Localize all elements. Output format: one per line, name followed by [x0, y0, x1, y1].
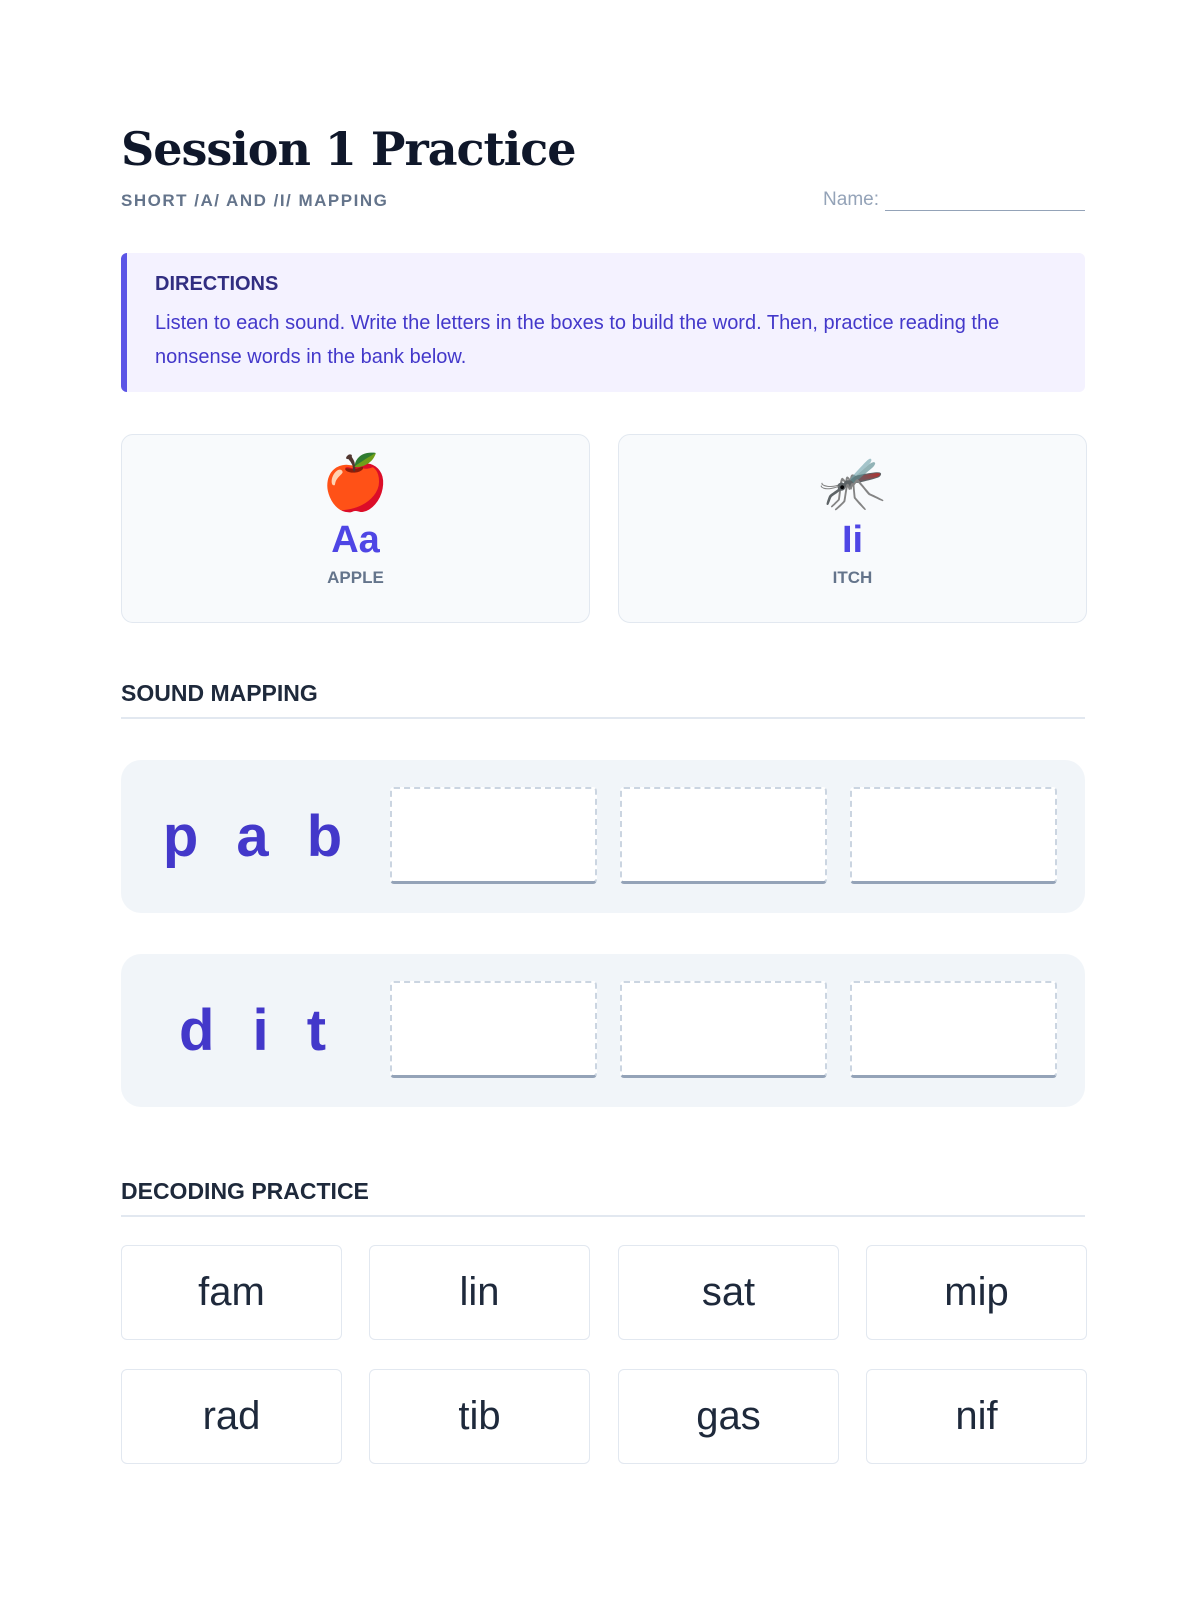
letter-box[interactable]: [850, 981, 1057, 1078]
directions-box: DIRECTIONS Listen to each sound. Write t…: [121, 253, 1085, 392]
word-tile: fam: [121, 1245, 342, 1340]
mapping-row: d i t: [121, 954, 1085, 1107]
word-tile: gas: [618, 1369, 839, 1464]
word-tile: tib: [369, 1369, 590, 1464]
letter-box[interactable]: [620, 787, 827, 884]
mosquito-icon: 🦟: [818, 453, 887, 513]
keyword: ITCH: [832, 568, 873, 587]
word-tile: rad: [121, 1369, 342, 1464]
letter-box[interactable]: [620, 981, 827, 1078]
letter-box[interactable]: [390, 787, 597, 884]
mapping-word: d i t: [178, 998, 333, 1063]
letter-box[interactable]: [390, 981, 597, 1078]
directions-text: Listen to each sound. Write the letters …: [155, 312, 1000, 368]
word-tile: lin: [369, 1245, 590, 1340]
page-title: Session 1 Practice: [121, 122, 577, 176]
page-subtitle: SHORT /A/ AND /I/ MAPPING: [121, 191, 389, 210]
directions-heading: DIRECTIONS: [155, 273, 279, 295]
name-field[interactable]: Name:: [823, 189, 1085, 211]
decoding-practice-heading: DECODING PRACTICE: [121, 1178, 1085, 1217]
apple-icon: 🍎: [321, 453, 390, 513]
letter-box[interactable]: [850, 787, 1057, 884]
mapping-word: p a b: [162, 804, 349, 869]
vowel-card-i: 🦟 Ii ITCH: [618, 434, 1087, 623]
sound-mapping-heading: SOUND MAPPING: [121, 680, 1085, 719]
word-tile: sat: [618, 1245, 839, 1340]
vowel-letter: Ii: [841, 519, 864, 561]
mapping-row: p a b: [121, 760, 1085, 913]
name-input-line[interactable]: [885, 192, 1085, 211]
keyword: APPLE: [327, 568, 384, 587]
word-tile: nif: [866, 1369, 1087, 1464]
name-label: Name:: [823, 189, 879, 210]
vowel-card-a: 🍎 Aa APPLE: [121, 434, 590, 623]
word-tile: mip: [866, 1245, 1087, 1340]
vowel-letter: Aa: [331, 519, 380, 561]
